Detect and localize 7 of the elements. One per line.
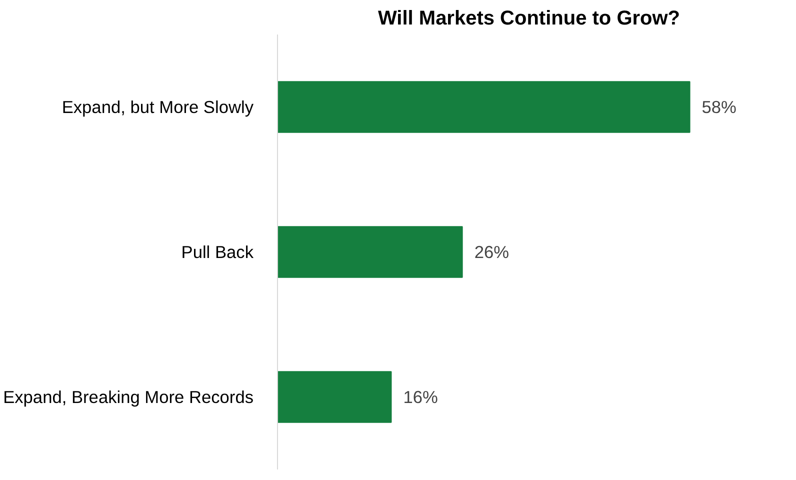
y-tick-label: Pull Back bbox=[181, 242, 254, 262]
data-label: 26% bbox=[474, 242, 510, 262]
data-label: 58% bbox=[702, 97, 736, 117]
y-tick-label: Expand, Breaking More Records bbox=[3, 387, 254, 407]
data-label: 16% bbox=[403, 387, 438, 407]
y-tick-label: Expand, but More Slowly bbox=[62, 97, 254, 117]
chart-title: Will Markets Continue to Grow? bbox=[378, 8, 680, 30]
